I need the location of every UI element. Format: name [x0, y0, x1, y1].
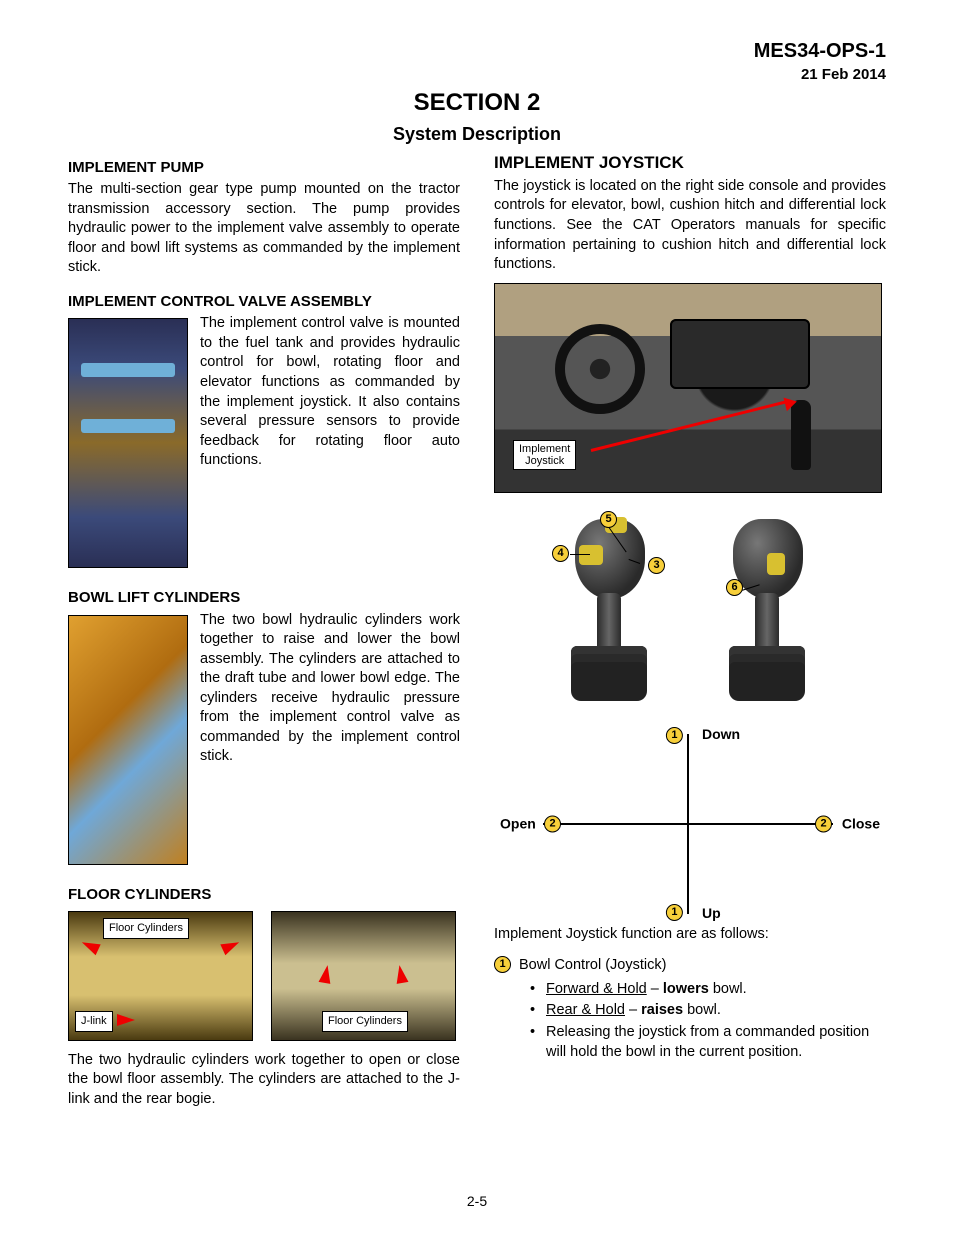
red-arrow-icon	[319, 964, 334, 984]
joystick-axis-diagram: 1 Down 1 Up Open 2 2 Close	[538, 729, 838, 919]
bowl-lift-heading: BOWL LIFT CYLINDERS	[68, 588, 460, 608]
callout-6: 6	[726, 579, 743, 596]
tag-floor-cylinders-2: Floor Cylinders	[322, 1011, 408, 1032]
red-arrow-icon	[394, 964, 409, 984]
doc-date: 21 Feb 2014	[68, 65, 886, 85]
txt: –	[625, 1002, 641, 1018]
doc-header: MES34-OPS-1 21 Feb 2014	[68, 38, 886, 85]
implement-pump-body: The multi-section gear type pump mounted…	[68, 180, 460, 278]
red-arrow-icon	[117, 1014, 135, 1026]
tag-floor-cylinders: Floor Cylinders	[103, 918, 189, 939]
floor-cyl-heading: FLOOR CYLINDERS	[68, 885, 460, 905]
bullet-rear-hold: Rear & Hold – raises bowl.	[530, 1001, 886, 1021]
bowl-cylinders-photo	[68, 615, 188, 865]
txt: bowl.	[683, 1002, 721, 1018]
red-arrowhead-icon	[783, 394, 798, 410]
bullet-forward-hold: Forward & Hold – lowers bowl.	[530, 980, 886, 1000]
implement-joystick-heading: IMPLEMENT JOYSTICK	[494, 152, 886, 175]
joystick-icon	[791, 400, 811, 470]
red-arrow-icon	[79, 937, 100, 955]
implement-pump-heading: IMPLEMENT PUMP	[68, 158, 460, 178]
axis-label-down: Down	[702, 725, 740, 744]
callout-1-bottom: 1	[666, 904, 683, 921]
callout-1-inline: 1	[494, 956, 511, 973]
txt: bowl.	[709, 981, 747, 997]
implement-valve-heading: IMPLEMENT CONTROL VALVE ASSEMBLY	[68, 292, 460, 312]
callout-2-right: 2	[815, 815, 832, 832]
tag-jlink: J-link	[75, 1011, 113, 1032]
joystick-cab-photo: Implement Joystick	[494, 283, 882, 493]
dashboard-icon	[670, 319, 810, 389]
joystick-diagram: 5 4 3 6 1 Down 1 Up Open 2 2 C	[494, 511, 882, 919]
joystick-functions-intro: Implement Joystick function are as follo…	[494, 925, 886, 945]
section-title: System Description	[68, 122, 886, 146]
floor-cyl-photo-right: Floor Cylinders	[271, 911, 456, 1041]
leader-line	[570, 554, 590, 555]
axis-label-close: Close	[842, 814, 880, 833]
tag-line2: Joystick	[525, 455, 564, 467]
txt: Rear & Hold	[546, 1002, 625, 1018]
axis-label-open: Open	[500, 814, 536, 833]
joystick-front-view	[549, 511, 669, 701]
section-label: SECTION 2	[68, 87, 886, 119]
floor-cyl-photo-left: Floor Cylinders J-link	[68, 911, 253, 1041]
tag-line1: Implement	[519, 443, 570, 455]
bowl-lift-block: BOWL LIFT CYLINDERS The two bowl hydraul…	[68, 588, 460, 870]
left-column: IMPLEMENT PUMP The multi-section gear ty…	[68, 152, 460, 1124]
floor-cyl-body: The two hydraulic cylinders work togethe…	[68, 1051, 460, 1110]
implement-joystick-body: The joystick is located on the right sid…	[494, 177, 886, 275]
joystick-functions-list: 1 Bowl Control (Joystick) Forward & Hold…	[494, 956, 886, 1062]
red-arrow-icon	[220, 937, 241, 955]
txt: Forward & Hold	[546, 981, 647, 997]
callout-2-left: 2	[544, 815, 561, 832]
steering-wheel-icon	[555, 324, 645, 414]
callout-1-top: 1	[666, 727, 683, 744]
tag-implement-joystick: Implement Joystick	[513, 440, 576, 470]
callout-3: 3	[648, 557, 665, 574]
doc-id: MES34-OPS-1	[68, 38, 886, 65]
txt: lowers	[663, 981, 709, 997]
valve-photo	[68, 318, 188, 568]
floor-cyl-block: FLOOR CYLINDERS Floor Cylinders J-link F…	[68, 885, 460, 1110]
right-column: IMPLEMENT JOYSTICK The joystick is locat…	[494, 152, 886, 1124]
implement-pump-block: IMPLEMENT PUMP The multi-section gear ty…	[68, 158, 460, 278]
joystick-back-view	[707, 511, 827, 701]
implement-valve-block: IMPLEMENT CONTROL VALVE ASSEMBLY The imp…	[68, 292, 460, 574]
page-number: 2-5	[0, 1192, 954, 1211]
bullet-release: Releasing the joystick from a commanded …	[530, 1023, 886, 1062]
callout-5: 5	[600, 511, 617, 528]
callout-4: 4	[552, 545, 569, 562]
txt: raises	[641, 1002, 683, 1018]
func1-bullets: Forward & Hold – lowers bowl. Rear & Hol…	[494, 980, 886, 1062]
txt: –	[647, 981, 663, 997]
func1-label: Bowl Control (Joystick)	[519, 956, 666, 976]
axis-label-up: Up	[702, 904, 721, 923]
